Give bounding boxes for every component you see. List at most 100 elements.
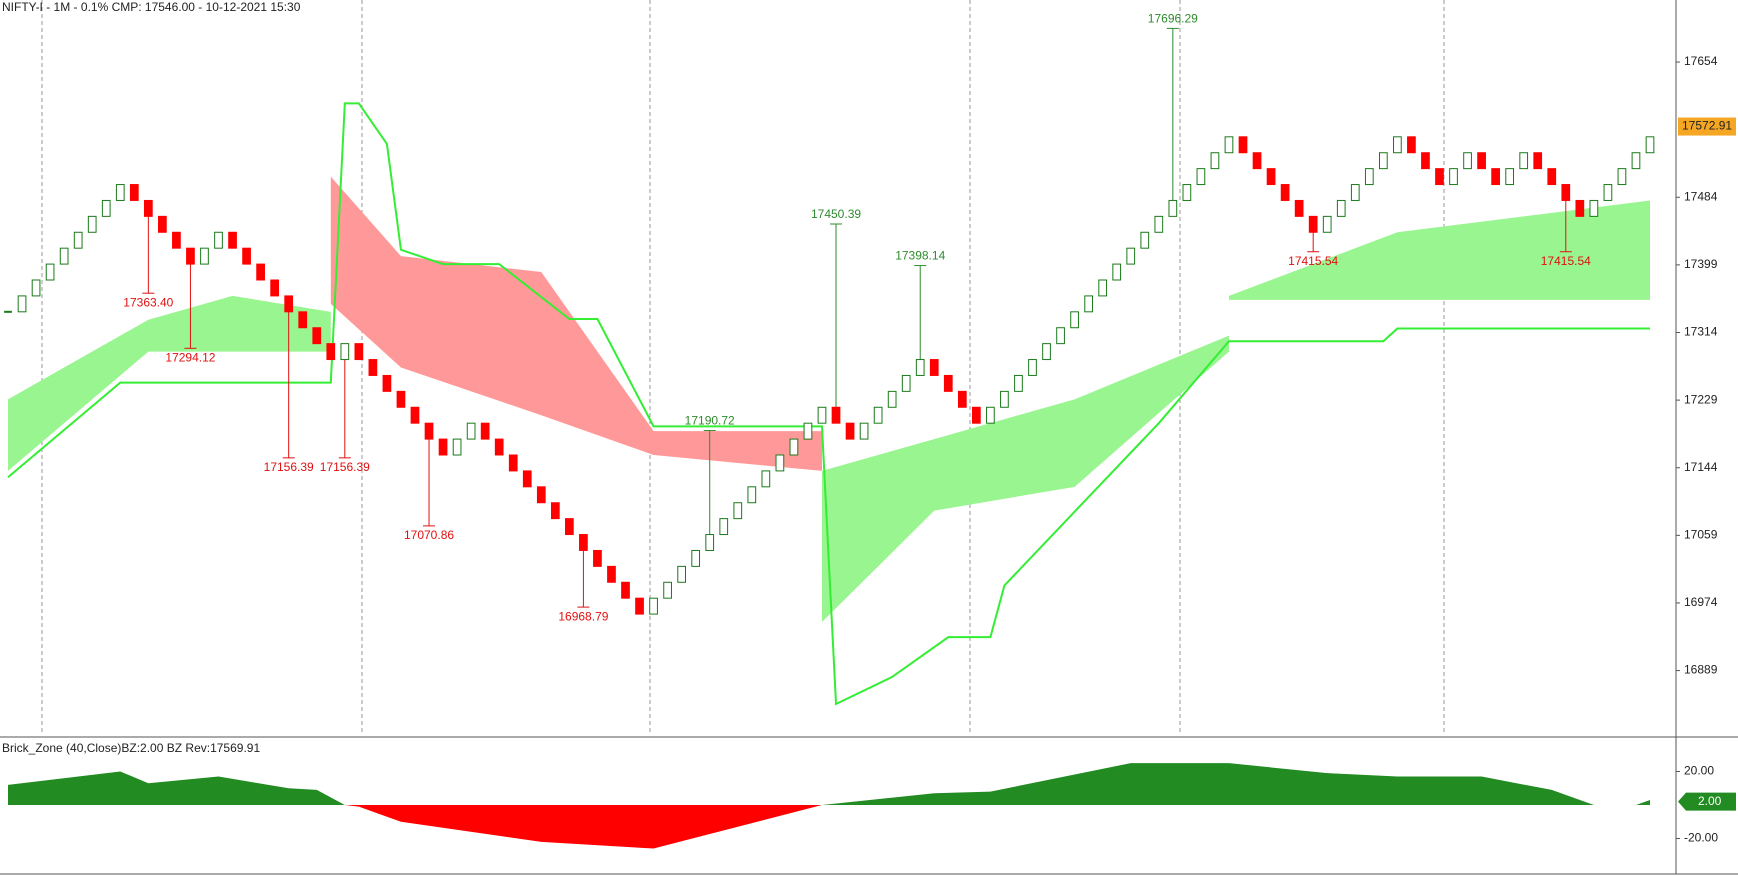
brick-down	[129, 184, 139, 201]
brick-up	[901, 374, 911, 392]
brick-up	[733, 502, 743, 520]
brick-down	[256, 263, 265, 281]
brick-down	[1266, 168, 1276, 186]
y-tick-label: 17059	[1684, 528, 1718, 542]
value-tag	[1678, 792, 1736, 811]
brick-down	[635, 597, 644, 615]
y-tick-label: 17229	[1684, 392, 1718, 406]
brick-down	[522, 470, 532, 488]
y-tick-label: 17144	[1684, 460, 1718, 474]
brick-up	[1084, 295, 1093, 313]
brick-up	[1182, 184, 1192, 201]
indicator-area-negative	[8, 805, 1650, 849]
price-tag-label: 17572.91	[1682, 119, 1732, 133]
brick-down	[1547, 168, 1557, 186]
brick-up	[873, 406, 883, 424]
brick-down	[298, 311, 308, 329]
brick-up	[1449, 168, 1458, 186]
brick-up	[817, 406, 827, 424]
brick-up	[1645, 136, 1655, 154]
brick-down	[382, 374, 392, 392]
brick-up	[452, 438, 462, 456]
brick-up	[1589, 199, 1599, 217]
brick-down	[1421, 152, 1430, 170]
zone-band	[1228, 200, 1650, 300]
brick-up	[859, 422, 869, 440]
brick-down	[943, 374, 953, 392]
brick-up	[775, 454, 785, 472]
brick-up	[73, 231, 83, 249]
brick-down	[242, 247, 251, 265]
brick-down	[1238, 136, 1248, 154]
brick-down	[1561, 184, 1571, 201]
zone-band	[8, 295, 331, 471]
annotation-label: 17294.12	[165, 350, 215, 364]
brick-down	[186, 247, 195, 265]
brick-down	[438, 438, 448, 456]
brick-down	[368, 359, 378, 376]
indicator-title: Brick_Zone (40,Close)BZ:2.00 BZ Rev:1756…	[2, 741, 260, 755]
brick-down	[270, 279, 280, 297]
y-tick-label: -20.00	[1684, 831, 1718, 845]
brick-down	[579, 534, 588, 551]
brick-up	[45, 263, 55, 281]
annotation-label: 17363.40	[123, 295, 173, 309]
brick-up	[691, 549, 701, 567]
brick-up	[214, 231, 223, 249]
brick-down	[565, 518, 574, 536]
brick-up	[1322, 215, 1332, 233]
brick-up	[101, 199, 111, 217]
brick-up	[1140, 231, 1150, 249]
zone-band	[330, 176, 822, 471]
brick-up	[17, 295, 27, 313]
brick-up	[466, 422, 476, 440]
brick-up	[1210, 152, 1220, 170]
brick-up	[1042, 343, 1051, 361]
brick-up	[1617, 168, 1627, 186]
annotation-label: 17070.86	[404, 528, 454, 542]
brick-up	[1350, 184, 1360, 201]
brick-down	[1533, 152, 1543, 170]
chart-title: NIFTY-I - 1M - 0.1% CMP: 17546.00 - 10-1…	[2, 0, 301, 14]
brick-up	[31, 279, 41, 297]
brick-up	[1112, 263, 1122, 281]
brick-up	[1505, 168, 1515, 186]
brick-up	[1393, 136, 1402, 154]
brick-down	[621, 581, 630, 599]
brick-down	[971, 406, 981, 424]
brick-down	[1252, 152, 1262, 170]
brick-down	[929, 359, 939, 376]
brick-down	[1294, 199, 1304, 217]
value-tag-label: 2.00	[1698, 794, 1722, 808]
annotation-label: 17415.54	[1288, 254, 1338, 268]
brick-up	[887, 390, 897, 408]
brick-down	[326, 343, 336, 361]
brick-up	[1154, 215, 1164, 233]
brick-up	[340, 343, 350, 361]
brick-down	[957, 390, 967, 408]
annotation-label: 17398.14	[895, 249, 945, 263]
brick-up	[1028, 359, 1037, 376]
brick-down	[228, 231, 237, 249]
brick-down	[312, 327, 322, 345]
brick-down	[831, 406, 841, 424]
brick-down	[424, 422, 434, 440]
brick-down	[1477, 152, 1486, 170]
y-tick-label: 17314	[1684, 325, 1718, 339]
brick-down	[508, 454, 518, 472]
indicator-area-positive	[8, 763, 1650, 805]
brick-up	[677, 565, 687, 583]
brick-down	[607, 565, 616, 583]
brick-up	[986, 406, 995, 424]
brick-down	[1308, 215, 1318, 233]
y-tick-label: 17484	[1684, 189, 1718, 203]
y-tick-label: 16974	[1684, 595, 1718, 609]
brick-up	[789, 438, 799, 456]
price-tag	[1678, 117, 1736, 136]
brick-up	[1168, 199, 1178, 217]
brick-up	[915, 359, 925, 376]
brick-up	[1378, 152, 1388, 170]
zone-band	[821, 335, 1229, 623]
brick-up	[1000, 390, 1009, 408]
brick-up	[87, 215, 97, 233]
